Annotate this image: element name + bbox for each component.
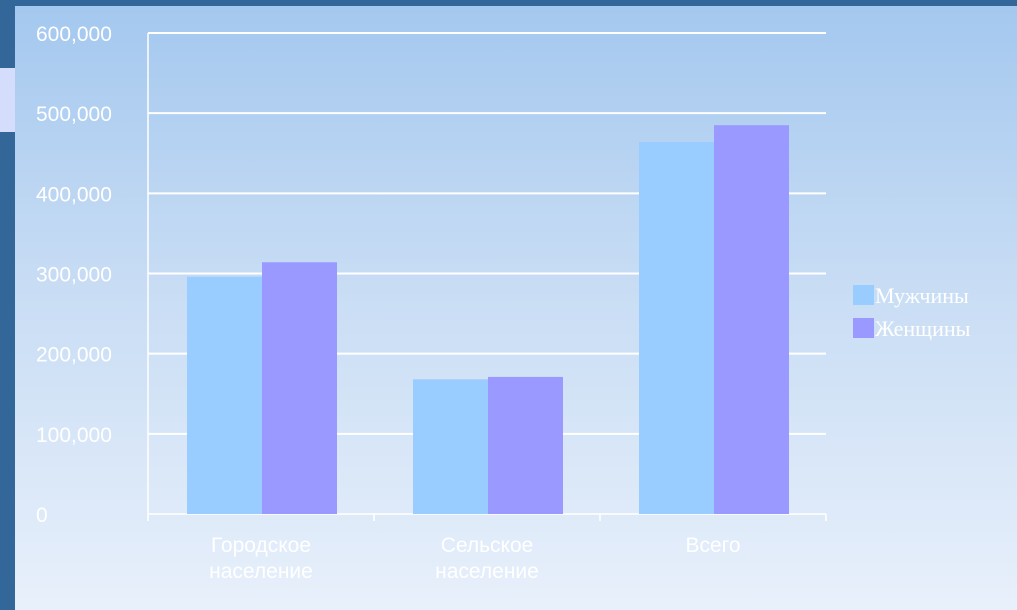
- x-tick-label-line: Городское: [211, 534, 311, 557]
- legend-swatch: [853, 318, 874, 338]
- bar: [262, 262, 337, 514]
- labels: 0 100,000 200,000 300,000 400,000 500,000 600,…: [36, 23, 741, 583]
- bar: [714, 125, 789, 515]
- legend-swatch: [853, 285, 874, 305]
- y-tick-label: 0: [36, 504, 48, 527]
- y-tick-label: 200,000: [36, 344, 112, 367]
- y-tick-label: 500,000: [36, 103, 112, 126]
- y-tick-label: 600,000: [36, 23, 112, 46]
- x-tick-label-line: Всего: [685, 534, 740, 557]
- bars: [187, 125, 789, 515]
- x-tick-label-line: население: [209, 560, 313, 583]
- y-tick-label: 300,000: [36, 264, 112, 287]
- legend: Мужчины Женщины: [853, 283, 971, 341]
- bar: [187, 276, 262, 514]
- legend-label: Женщины: [875, 316, 971, 341]
- x-tick-label: Сельское население: [435, 534, 539, 583]
- x-tick-label-line: население: [435, 560, 539, 583]
- x-tick-label: Городское население: [209, 534, 313, 583]
- bar: [413, 379, 488, 514]
- y-tick-label: 100,000: [36, 424, 112, 447]
- x-tick-label-line: Сельское: [441, 534, 534, 557]
- bar: [488, 376, 563, 514]
- y-tick-label: 400,000: [36, 183, 112, 206]
- bar: [639, 142, 714, 514]
- legend-label: Мужчины: [875, 283, 969, 308]
- x-tick-label: Всего: [685, 534, 740, 557]
